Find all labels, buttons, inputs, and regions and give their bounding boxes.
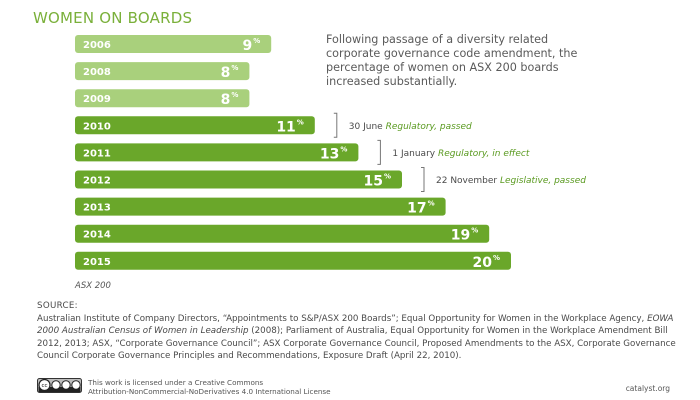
bar-2010 [75, 116, 315, 135]
bar-2009 [75, 89, 250, 108]
year-label-2008: 2008 [83, 67, 111, 78]
annotation-status-2012: Legislative, passed [500, 176, 586, 186]
intro-text: Following passage of a diversity related… [326, 33, 578, 88]
license-text: This work is licensed under a Creative C… [88, 378, 331, 396]
source-notes: SOURCE: Australian Institute of Company … [37, 300, 687, 363]
value-label-2015: 20 [473, 255, 493, 271]
percent-sign-2013: % [428, 200, 435, 208]
percent-sign-2014: % [471, 227, 478, 235]
bar-2012 [75, 170, 402, 189]
bar-2006 [75, 35, 272, 53]
year-label-2013: 2013 [83, 203, 111, 214]
year-label-2012: 2012 [83, 176, 111, 187]
annotation-date-2011: 1 January [392, 149, 438, 159]
percent-sign-2010: % [297, 118, 304, 126]
percent-sign-2009: % [231, 91, 238, 99]
year-label-2014: 2014 [83, 230, 111, 241]
value-label-2011: 13 [320, 146, 339, 162]
percent-sign-2012: % [384, 173, 391, 181]
annotation-2010: 30 June Regulatory, passed [349, 122, 472, 132]
bar-2015 [75, 251, 511, 270]
bar-2011 [75, 143, 359, 162]
annotation-2011: 1 January Regulatory, in effect [392, 149, 529, 159]
percent-sign-2015: % [493, 254, 500, 262]
value-label-2010: 11 [276, 119, 295, 135]
cc-badge-text: cc [41, 383, 47, 389]
source-text-2: (2008); Parliament of Australia, Equal O… [37, 326, 676, 362]
year-label-2006: 2006 [83, 40, 111, 51]
annotation-bracket-2012 [421, 167, 425, 192]
chart-title: WOMEN ON BOARDS [33, 9, 193, 27]
percent-sign-2006: % [253, 37, 260, 45]
annotation-2012: 22 November Legislative, passed [436, 176, 586, 186]
annotation-status-2010: Regulatory, passed [386, 122, 472, 132]
value-label-2012: 15 [364, 174, 383, 190]
percent-sign-2008: % [231, 64, 238, 72]
site-link[interactable]: catalyst.org [625, 384, 670, 393]
year-label-2015: 2015 [83, 257, 111, 268]
bar-chart: 2006 9 %2008 8 %2009 8 %2010 11 %2011 13 %2012 15 %2… [75, 35, 586, 271]
chart-caption: ASX 200 [75, 281, 111, 291]
annotation-bracket-2011 [377, 139, 381, 165]
value-label-2008: 8 [221, 65, 231, 81]
creative-commons-icon: cc [37, 378, 82, 393]
value-label-2013: 17 [407, 201, 426, 217]
bar-2013 [75, 197, 446, 216]
annotation-status-2011: Regulatory, in effect [438, 149, 530, 159]
annotation-date-2012: 22 November [436, 176, 500, 186]
year-label-2011: 2011 [83, 148, 111, 159]
value-label-2006: 9 [242, 38, 252, 54]
annotation-date-2010: 30 June [349, 122, 386, 132]
bar-2014 [75, 224, 490, 243]
source-text-1: Australian Institute of Company Director… [37, 313, 648, 324]
year-label-2009: 2009 [83, 94, 111, 105]
value-label-2009: 8 [221, 92, 231, 108]
year-label-2010: 2010 [83, 121, 111, 132]
license-line-1: This work is licensed under a Creative C… [88, 378, 264, 387]
bar-2008 [75, 62, 250, 81]
annotation-bracket-2010 [333, 112, 338, 138]
value-label-2014: 19 [451, 228, 470, 244]
license-link[interactable]: Attribution-NonCommercial-NoDerivatives … [88, 387, 331, 396]
source-heading: SOURCE: [37, 301, 78, 311]
percent-sign-2011: % [340, 145, 347, 153]
source-text-italic: EOWA 2000 Australian Census of Women in … [37, 313, 674, 337]
